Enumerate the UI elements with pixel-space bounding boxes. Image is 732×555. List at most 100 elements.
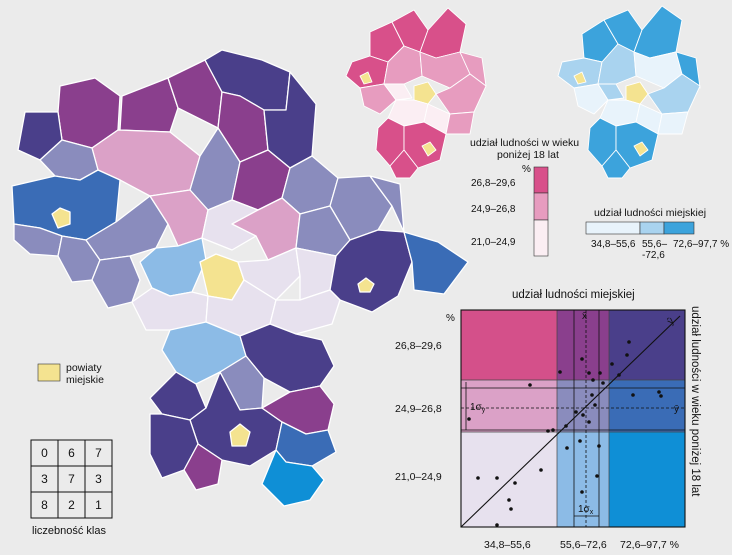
legend-youth-title-2: poniżej 18 lat [497, 149, 559, 161]
scatter-point [528, 383, 532, 387]
map-urban-share [557, 5, 701, 179]
regression-line [460, 315, 681, 528]
count-r1c1: 0 [41, 446, 48, 460]
count-r3c3: 1 [95, 498, 102, 512]
bivariate-scatter-legend: udział ludności miejskiej % [395, 289, 701, 551]
scatter-point [476, 476, 480, 480]
district-youth-city-s [421, 141, 437, 157]
legend-youth-swatch-low [533, 219, 549, 257]
count-r1c3: 7 [95, 446, 102, 460]
district-urban-warsaw [625, 81, 649, 105]
legend-youth-swatch-mid [533, 192, 549, 221]
legend-city-swatch [37, 363, 61, 382]
cell-mid-high [609, 380, 685, 432]
y-class-low: 21,0–24,9 [395, 471, 442, 483]
map-youth-share [345, 7, 487, 179]
scatter-point [610, 362, 614, 366]
count-r1c2: 6 [68, 446, 75, 460]
legend-youth-swatch-high [533, 166, 549, 194]
district-youth-9 [383, 83, 413, 101]
legend-urban: udział ludności miejskiej 34,8–55,6 55,6… [585, 207, 729, 261]
legend-youth: udział ludności w wieku poniżej 18 lat %… [470, 137, 579, 257]
cell-high-high [609, 310, 685, 380]
cell-high-low [461, 310, 557, 380]
district-youth-w-city [359, 71, 373, 85]
legend-youth-unit: % [522, 164, 531, 175]
scatter-point [627, 340, 631, 344]
district-urban-13 [657, 111, 689, 135]
mean-x-label: x̄ [582, 311, 587, 322]
scatter-point [591, 378, 595, 382]
district-urban-city-s [633, 141, 649, 157]
main-bivariate-map [11, 49, 469, 507]
count-r2c1: 3 [41, 472, 48, 486]
scatter-point [580, 357, 584, 361]
legend-youth-title-1: udział ludności w wieku [470, 137, 579, 149]
legend-urban-swatch-low [585, 221, 641, 235]
scatter-point [590, 393, 594, 397]
count-r2c2: 7 [68, 472, 75, 486]
legend-youth-class-low: 21,0–24,9 [471, 237, 516, 248]
class-count-title: liczebność klas [32, 525, 106, 537]
scatter-point [598, 371, 602, 375]
legend-cities: powiaty miejskie [37, 362, 104, 386]
district-main-n2 [119, 77, 179, 133]
district-urban-3 [633, 5, 683, 59]
scatter-point [551, 428, 555, 432]
sigma-x-label: 1σx [578, 504, 594, 516]
legend-city-label-1: powiaty [66, 362, 102, 374]
scatter-point [495, 523, 499, 527]
scatter-point [580, 490, 584, 494]
legend-urban-class-mid-1: 55,6– [642, 239, 667, 250]
scatter-point [659, 394, 663, 398]
scatter-point [507, 498, 511, 502]
district-youth-8 [359, 83, 397, 115]
count-r2c3: 3 [95, 472, 102, 486]
class-count-grid: 0 6 7 3 7 3 8 2 1 liczebność klas [30, 439, 113, 537]
cell-high-mid [557, 310, 609, 380]
y-class-high: 26,8–29,6 [395, 340, 442, 352]
legend-urban-swatch-high [663, 221, 695, 235]
sigma-y-label: 1σy [470, 402, 486, 414]
x-class-high: 72,6–97,7 % [620, 539, 679, 551]
scatter-point [564, 424, 568, 428]
x-class-low: 34,8–55,6 [484, 539, 531, 551]
count-r3c2: 2 [68, 498, 75, 512]
cell-mid-low [461, 380, 557, 432]
scatter-point [546, 429, 550, 433]
legend-youth-class-high: 26,8–29,6 [471, 178, 516, 189]
scatter-point [495, 476, 499, 480]
scatter-point [565, 446, 569, 450]
district-urban-8 [573, 83, 609, 115]
district-main-so7 [261, 449, 325, 507]
scatter-point [574, 410, 578, 414]
scatter-point [631, 393, 635, 397]
scatter-point [513, 481, 517, 485]
mean-y-label: ȳ [674, 404, 679, 415]
legend-urban-class-mid-2: -72,6 [642, 250, 665, 261]
legend-urban-class-high: 72,6–97,7 % [673, 239, 729, 250]
district-main-e2 [403, 231, 469, 295]
district-main-e-city [357, 277, 375, 293]
district-urban-w-city [573, 71, 587, 85]
district-youth-16 [389, 149, 419, 179]
scatter-point [558, 370, 562, 374]
scatter-point [657, 390, 661, 394]
scatter-unit: % [446, 313, 455, 324]
cell-mid-mid [557, 380, 609, 432]
district-youth-warsaw [413, 81, 437, 105]
district-youth-13 [445, 111, 475, 135]
district-urban-16 [601, 149, 631, 179]
district-urban-9 [597, 83, 625, 101]
scatter-point [581, 413, 585, 417]
district-main-so-city [229, 423, 251, 447]
scatter-point [597, 444, 601, 448]
scatter-point [625, 353, 629, 357]
scatter-point [601, 381, 605, 385]
district-main-so5 [183, 443, 223, 491]
scatter-point [587, 420, 591, 424]
district-main-w5 [91, 255, 141, 309]
scatter-title: udział ludności miejskiej [512, 289, 635, 301]
scatter-point [595, 474, 599, 478]
